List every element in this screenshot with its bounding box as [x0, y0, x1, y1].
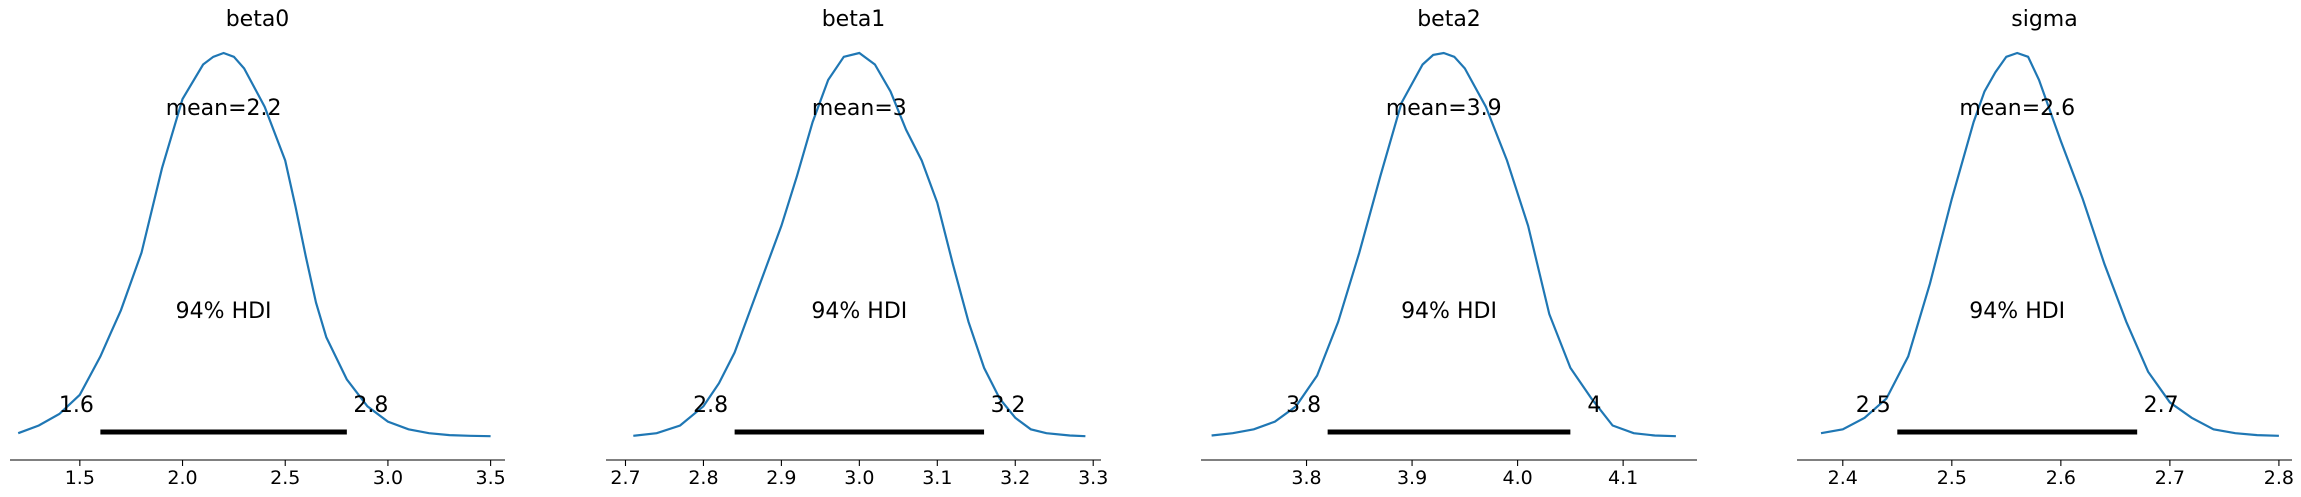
x-tick-label: 2.0 — [167, 467, 197, 489]
panel-title: beta2 — [1417, 7, 1481, 32]
mean-label: mean=3 — [812, 96, 907, 121]
density-curve — [1820, 51, 2279, 437]
hdi-upper-label: 2.8 — [353, 393, 388, 418]
density-curve — [17, 51, 491, 438]
x-tick-label: 3.0 — [844, 467, 874, 489]
panel-beta1: beta1 mean=3 94% HDI 2.8 3.2 2.7 2.8 2.9 3.0 3.1 3… — [606, 7, 1108, 489]
x-tick-label: 2.7 — [2155, 467, 2185, 489]
x-tick-label: 2.8 — [2264, 467, 2294, 489]
hdi-label: 94% HDI — [1969, 299, 2065, 324]
x-tick-label: 3.5 — [476, 467, 506, 489]
x-tick-label: 2.7 — [610, 467, 640, 489]
x-tick-label: 4.0 — [1502, 467, 1532, 489]
mean-label: mean=2.2 — [166, 96, 282, 121]
panel-title: beta1 — [822, 7, 886, 32]
panel-sigma: sigma mean=2.6 94% HDI 2.5 2.7 2.4 2.5 2.6 2.7 2.… — [1797, 7, 2294, 489]
x-tick-label: 4.1 — [1608, 467, 1638, 489]
x-tick-label: 3.8 — [1291, 467, 1321, 489]
x-tick-label: 3.1 — [922, 467, 952, 489]
hdi-label: 94% HDI — [1401, 299, 1497, 324]
x-tick-label: 2.9 — [766, 467, 796, 489]
hdi-upper-label: 4 — [1587, 393, 1601, 418]
hdi-label: 94% HDI — [176, 299, 272, 324]
panel-title: beta0 — [226, 7, 290, 32]
x-tick-label: 2.8 — [688, 467, 718, 489]
density-curve — [1211, 51, 1676, 438]
x-tick-label: 1.5 — [65, 467, 95, 489]
hdi-upper-label: 3.2 — [991, 393, 1026, 418]
x-tick-label: 2.5 — [1937, 467, 1967, 489]
x-tick-label: 2.6 — [2046, 467, 2076, 489]
x-tick-label: 2.5 — [270, 467, 300, 489]
hdi-lower-label: 3.8 — [1286, 393, 1321, 418]
hdi-upper-label: 2.7 — [2144, 393, 2179, 418]
x-tick-label: 3.9 — [1397, 467, 1427, 489]
x-tick-label: 2.4 — [1828, 467, 1858, 489]
mean-label: mean=2.6 — [1959, 96, 2075, 121]
hdi-lower-label: 1.6 — [59, 393, 94, 418]
hdi-lower-label: 2.5 — [1856, 393, 1891, 418]
x-tick-label: 3.0 — [373, 467, 403, 489]
mean-label: mean=3.9 — [1386, 96, 1502, 121]
x-tick-label: 3.2 — [1000, 467, 1030, 489]
hdi-label: 94% HDI — [811, 299, 907, 324]
panel-beta0: beta0 mean=2.2 94% HDI 1.6 2.8 1.5 2.0 2.5 3.0 3.… — [10, 7, 506, 489]
density-curve — [633, 51, 1086, 438]
panel-title: sigma — [2011, 7, 2077, 32]
x-tick-label: 3.3 — [1078, 467, 1108, 489]
panel-beta2: beta2 mean=3.9 94% HDI 3.8 4 3.8 3.9 4.0 4.1 — [1201, 7, 1697, 489]
hdi-lower-label: 2.8 — [693, 393, 728, 418]
